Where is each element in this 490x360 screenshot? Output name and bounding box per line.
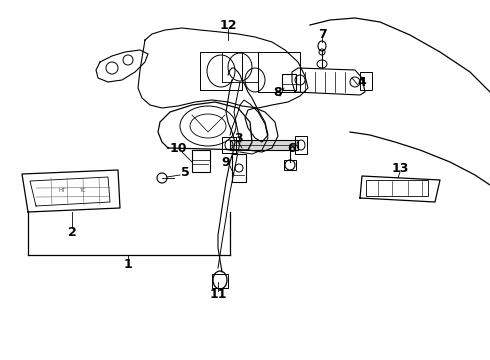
Text: 10: 10 [169, 141, 187, 154]
Bar [295, 136, 307, 154]
Text: 5: 5 [181, 166, 189, 179]
Text: 4: 4 [358, 76, 367, 89]
Text: 12: 12 [219, 18, 237, 32]
Text: HT: HT [58, 188, 66, 193]
Text: 8: 8 [274, 86, 282, 99]
Text: 1: 1 [123, 258, 132, 271]
Bar [366, 180, 428, 196]
Text: 13: 13 [392, 162, 409, 175]
Bar [284, 160, 296, 170]
Text: 6: 6 [288, 141, 296, 154]
Text: 2: 2 [68, 225, 76, 239]
Text: 7: 7 [318, 27, 326, 41]
Text: 11: 11 [209, 288, 227, 302]
Bar [230, 140, 298, 150]
Text: 3: 3 [234, 131, 243, 144]
Bar [212, 274, 228, 288]
Bar [282, 74, 296, 90]
Bar [222, 137, 236, 153]
Bar [192, 150, 210, 172]
Text: TC: TC [79, 188, 85, 193]
Text: 9: 9 [221, 156, 230, 168]
Bar [232, 154, 246, 182]
Bar [360, 72, 372, 90]
